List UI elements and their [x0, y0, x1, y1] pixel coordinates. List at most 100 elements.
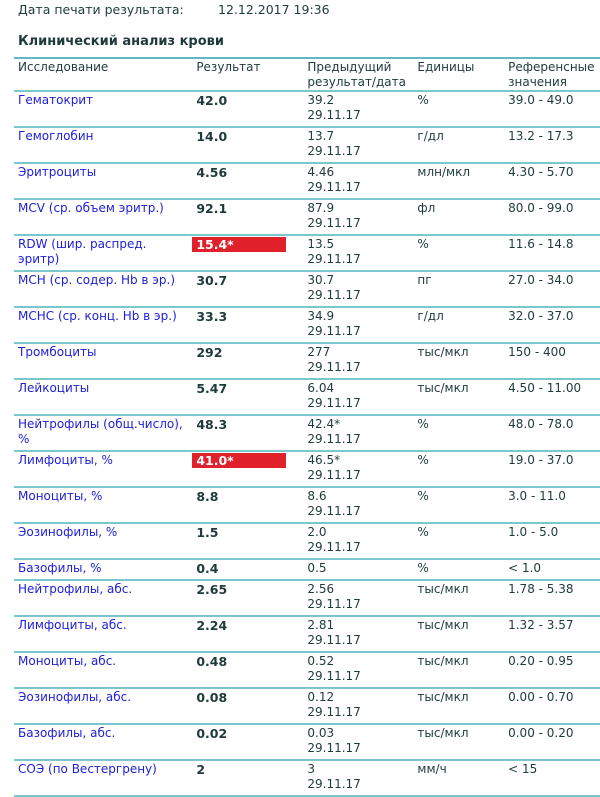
result-cell: 42.0	[192, 91, 304, 128]
previous-value: 0.03	[307, 726, 335, 740]
test-name-link[interactable]: Нейтрофилы (общ.число), %	[14, 415, 193, 452]
reference-range: 13.2 - 17.3	[504, 127, 600, 164]
previous-date: 29.11.17	[307, 432, 361, 446]
previous-value: 6.04	[307, 381, 335, 395]
header-test: Исследование	[14, 58, 193, 92]
flagged-result: 15.4*	[192, 237, 287, 252]
reference-range: 19.0 - 37.0	[504, 451, 600, 488]
previous-value: 39.2	[307, 93, 335, 107]
test-name-link[interactable]: Моноциты, %	[14, 487, 193, 524]
table-row: Лимфоциты, абс. 2.24 2.81 29.11.17 тыс/мк…	[14, 616, 600, 653]
test-name-link[interactable]: MCHC (ср. конц. Hb в эр.)	[14, 307, 193, 344]
test-name-link[interactable]: СОЭ (по Вестергрену)	[14, 760, 193, 797]
test-name-link[interactable]: Эозинофилы, %	[14, 523, 193, 560]
unit: фл	[413, 199, 505, 236]
test-name-link[interactable]: Лейкоциты	[14, 379, 193, 416]
previous-value: 13.5	[307, 237, 335, 251]
previous-cell: 2.56 29.11.17	[303, 580, 414, 617]
result-cell: 0.08	[192, 688, 304, 725]
unit: тыс/мкл	[413, 616, 505, 653]
previous-date: 29.11.17	[307, 252, 361, 266]
table-row: Гематокрит 42.0 39.2 29.11.17 % 39.0 - 49…	[14, 91, 600, 128]
previous-cell: 87.9 29.11.17	[303, 199, 414, 236]
result-cell: 5.47	[192, 379, 304, 416]
previous-value: 0.12	[307, 690, 335, 704]
previous-value: 0.52	[307, 654, 335, 668]
result-value: 2	[196, 762, 206, 777]
unit: тыс/мкл	[413, 580, 505, 617]
unit: %	[413, 559, 505, 581]
unit: г/дл	[413, 307, 505, 344]
previous-cell: 30.7 29.11.17	[303, 271, 414, 308]
test-name-link[interactable]: Эозинофилы, абс.	[14, 688, 193, 725]
result-value: 292	[196, 345, 223, 360]
test-name-link[interactable]: Базофилы, абс.	[14, 724, 193, 761]
table-row: СОЭ (по Вестергрену) 2 3 29.11.17 мм/ч < …	[14, 760, 600, 797]
previous-date: 29.11.17	[307, 108, 361, 122]
test-name-link[interactable]: Лимфоциты, %	[14, 451, 193, 488]
test-name-link[interactable]: MCH (ср. содер. Hb в эр.)	[14, 271, 193, 308]
table-row: Эозинофилы, абс. 0.08 0.12 29.11.17 тыс/м…	[14, 688, 600, 725]
reference-range: 0.00 - 0.70	[504, 688, 600, 725]
previous-cell: 277 29.11.17	[303, 343, 414, 380]
table-row: Гемоглобин 14.0 13.7 29.11.17 г/дл 13.2 -…	[14, 127, 600, 164]
test-name-link[interactable]: RDW (шир. распред. эритр)	[14, 235, 193, 272]
previous-date: 29.11.17	[307, 396, 361, 410]
table-row: MCHC (ср. конц. Hb в эр.) 33.3 34.9 29.11…	[14, 307, 600, 344]
unit: пг	[413, 271, 505, 308]
result-value: 0.48	[196, 654, 228, 669]
table-row: MCV (ср. объем эритр.) 92.1 87.9 29.11.17…	[14, 199, 600, 236]
test-name-link[interactable]: Моноциты, абс.	[14, 652, 193, 689]
result-cell: 4.56	[192, 163, 304, 200]
result-value: 0.4	[196, 561, 219, 576]
header-previous: Предыдущий результат/дата	[303, 58, 414, 92]
table-header: Исследование Результат Предыдущий резуль…	[14, 58, 600, 92]
test-name-link[interactable]: Эритроциты	[14, 163, 193, 200]
test-name-link[interactable]: Лимфоциты, абс.	[14, 616, 193, 653]
reference-range: 1.32 - 3.57	[504, 616, 600, 653]
previous-cell: 2.0 29.11.17	[303, 523, 414, 560]
test-name-link[interactable]: MCV (ср. объем эритр.)	[14, 199, 193, 236]
result-value: 5.47	[196, 381, 228, 396]
reference-range: 32.0 - 37.0	[504, 307, 600, 344]
test-name-link[interactable]: Нейтрофилы, абс.	[14, 580, 193, 617]
test-name-link[interactable]: Гемоглобин	[14, 127, 193, 164]
previous-cell: 2.81 29.11.17	[303, 616, 414, 653]
result-cell: 2.65	[192, 580, 304, 617]
reference-range: 27.0 - 34.0	[504, 271, 600, 308]
reference-range: < 1.0	[504, 559, 600, 581]
table-row: Эритроциты 4.56 4.46 29.11.17 млн/мкл 4.3…	[14, 163, 600, 200]
table-row: Базофилы, абс. 0.02 0.03 29.11.17 тыс/мкл…	[14, 724, 600, 761]
results-table: Исследование Результат Предыдущий резуль…	[14, 57, 600, 797]
previous-date: 29.11.17	[307, 324, 361, 338]
unit: %	[413, 415, 505, 452]
flagged-result: 41.0*	[192, 453, 287, 468]
reference-range: 0.00 - 0.20	[504, 724, 600, 761]
previous-cell: 8.6 29.11.17	[303, 487, 414, 524]
result-cell: 14.0	[192, 127, 304, 164]
reference-range: 1.78 - 5.38	[504, 580, 600, 617]
header-reference: Референсные значения	[504, 58, 600, 92]
test-name-link[interactable]: Тромбоциты	[14, 343, 193, 380]
previous-cell: 13.7 29.11.17	[303, 127, 414, 164]
result-cell: 30.7	[192, 271, 304, 308]
result-cell: 0.4	[192, 559, 304, 581]
reference-range: 150 - 400	[504, 343, 600, 380]
test-name-link[interactable]: Гематокрит	[14, 91, 193, 128]
previous-value: 87.9	[307, 201, 335, 215]
test-name-link[interactable]: Базофилы, %	[14, 559, 193, 581]
previous-date: 29.11.17	[307, 540, 361, 554]
header-result: Результат	[192, 58, 304, 92]
result-cell: 0.02	[192, 724, 304, 761]
reference-range: 4.30 - 5.70	[504, 163, 600, 200]
previous-cell: 46.5* 29.11.17	[303, 451, 414, 488]
unit: тыс/мкл	[413, 724, 505, 761]
header-units: Единицы	[413, 58, 505, 92]
reference-range: 48.0 - 78.0	[504, 415, 600, 452]
reference-range: 1.0 - 5.0	[504, 523, 600, 560]
previous-cell: 39.2 29.11.17	[303, 91, 414, 128]
result-cell: 292	[192, 343, 304, 380]
print-date-label: Дата печати результата:	[18, 2, 184, 17]
previous-value: 30.7	[307, 273, 335, 287]
previous-date: 29.11.17	[307, 777, 361, 791]
